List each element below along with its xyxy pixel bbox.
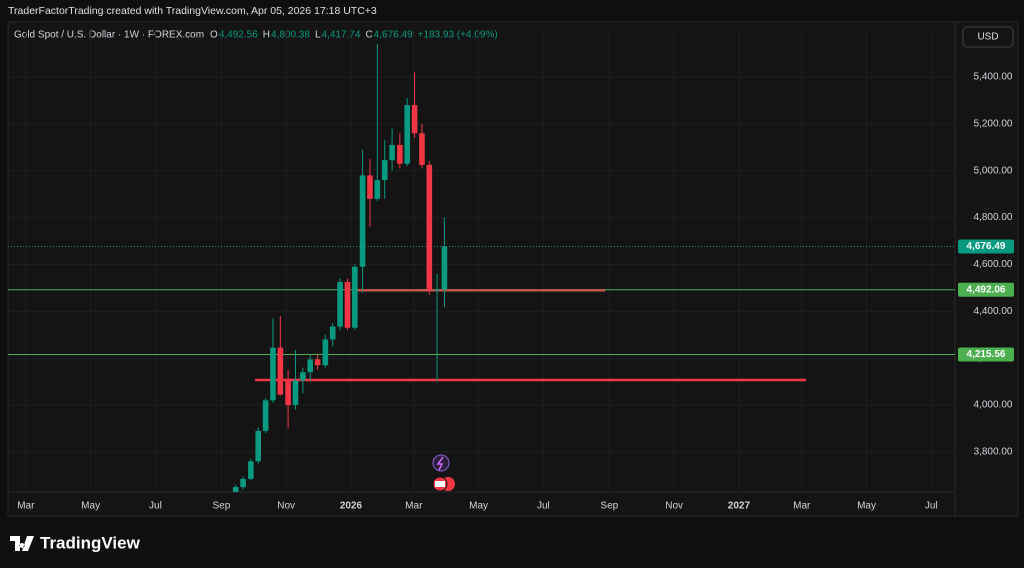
x-tick-label: 2027 bbox=[728, 501, 751, 512]
legend-key: L bbox=[315, 30, 321, 41]
brand-name: TradingView bbox=[40, 533, 141, 552]
candle-body bbox=[255, 430, 262, 462]
candle-body bbox=[381, 160, 388, 181]
x-tick-label: Jul bbox=[925, 501, 938, 512]
legend-value: 4,676.49 bbox=[374, 30, 413, 41]
candle-body bbox=[344, 282, 351, 328]
event-icons bbox=[432, 454, 455, 492]
level-label-bg bbox=[958, 347, 1014, 362]
x-tick-label: 2026 bbox=[340, 501, 363, 512]
y-tick-label: 5,200.00 bbox=[974, 118, 1013, 129]
x-tick-label: May bbox=[81, 501, 100, 512]
x-tick-label: Nov bbox=[277, 501, 295, 512]
candle-body bbox=[352, 266, 358, 328]
legend-key: O bbox=[210, 30, 218, 41]
candle-body bbox=[359, 175, 366, 267]
candle-body bbox=[300, 372, 306, 381]
lightning-icon bbox=[436, 456, 444, 471]
candle-body bbox=[232, 487, 239, 492]
legend-value: 4,492.56 bbox=[219, 30, 258, 41]
legend-change: +183.93 (+4.09%) bbox=[418, 30, 498, 41]
currency-label: USD bbox=[977, 32, 998, 43]
symbol-title: Gold Spot / U.S. Dollar · 1W · FOREX.com bbox=[14, 30, 204, 41]
chart-frame bbox=[7, 21, 1019, 517]
candle-body bbox=[411, 105, 418, 134]
candle-body bbox=[367, 175, 373, 199]
x-tick-label: May bbox=[857, 501, 876, 512]
x-tick-label: Mar bbox=[405, 501, 423, 512]
x-tick-label: May bbox=[469, 501, 488, 512]
brand-logo: TradingView bbox=[10, 533, 141, 552]
candle-body bbox=[389, 144, 395, 161]
x-tick-label: Sep bbox=[212, 501, 230, 512]
plot bbox=[8, 28, 955, 492]
legend-key: H bbox=[263, 30, 270, 41]
candle-body bbox=[426, 164, 433, 291]
level-label: 4,492.06 bbox=[967, 284, 1006, 295]
candle-body bbox=[404, 105, 411, 164]
legend-value: 4,800.38 bbox=[271, 30, 310, 41]
candle-body bbox=[292, 380, 299, 406]
y-tick-label: 4,400.00 bbox=[974, 306, 1013, 317]
candle-body bbox=[337, 282, 343, 327]
x-tick-label: Nov bbox=[665, 501, 683, 512]
candle-body bbox=[397, 144, 403, 164]
x-tick-label: Jul bbox=[149, 501, 162, 512]
candle-body bbox=[322, 339, 329, 366]
level-label-bg bbox=[958, 282, 1014, 297]
legend-key: C bbox=[365, 30, 372, 41]
candle-body bbox=[329, 326, 336, 340]
flag-stripe bbox=[435, 481, 445, 487]
candle-body bbox=[307, 359, 314, 373]
level-label: 4,215.56 bbox=[967, 349, 1006, 360]
last-price-bg bbox=[958, 239, 1014, 254]
last-price-label: 4,676.49 bbox=[967, 241, 1006, 252]
candle-body bbox=[262, 400, 269, 431]
y-tick-label: 4,600.00 bbox=[974, 259, 1013, 270]
candle-body bbox=[285, 379, 291, 406]
attribution: TraderFactorTrading created with Trading… bbox=[8, 5, 377, 17]
candle-body bbox=[270, 347, 276, 401]
legend-value: 4,417.74 bbox=[322, 30, 361, 41]
candle-body bbox=[277, 347, 284, 395]
y-tick-label: 4,000.00 bbox=[974, 400, 1013, 411]
y-tick-label: 4,800.00 bbox=[974, 212, 1013, 223]
candle-body bbox=[248, 461, 254, 479]
candle-body bbox=[434, 289, 440, 291]
candle-body bbox=[441, 246, 448, 290]
candle-body bbox=[374, 180, 381, 199]
x-tick-label: Jul bbox=[537, 501, 550, 512]
candle-body bbox=[419, 133, 425, 165]
candle-body bbox=[240, 478, 246, 488]
candle-body bbox=[314, 359, 321, 366]
y-tick-label: 3,800.00 bbox=[974, 447, 1013, 458]
x-tick-label: Mar bbox=[17, 501, 35, 512]
event-icon bbox=[432, 454, 450, 472]
currency-button[interactable] bbox=[962, 26, 1014, 48]
x-tick-label: Sep bbox=[600, 501, 618, 512]
y-tick-label: 5,400.00 bbox=[974, 72, 1013, 83]
x-tick-label: Mar bbox=[793, 501, 811, 512]
y-tick-label: 5,000.00 bbox=[974, 165, 1013, 176]
logo-mark bbox=[10, 536, 34, 551]
ohlc-legend: O 4,492.56 H 4,800.38 L 4,417.74 C 4,676.49 +183… bbox=[210, 30, 498, 41]
